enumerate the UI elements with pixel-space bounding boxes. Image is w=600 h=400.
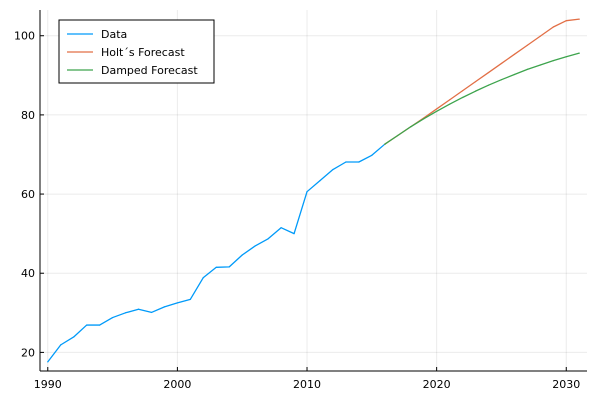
legend-label-data: Data: [101, 28, 127, 41]
data-point: [410, 126, 412, 128]
data-point: [384, 143, 386, 145]
data-point: [449, 103, 451, 105]
series-points-data: [47, 143, 386, 363]
legend-label-holt-s-forecast: Holt´s Forecast: [101, 46, 185, 59]
data-point: [436, 108, 438, 110]
data-point: [474, 90, 477, 92]
y-tick-label: 60: [21, 188, 35, 201]
data-point: [461, 90, 464, 92]
data-point: [565, 56, 567, 58]
data-point: [345, 161, 347, 163]
data-point: [487, 71, 490, 74]
data-point: [293, 233, 295, 235]
x-tick-label: 1990: [34, 378, 62, 391]
legend: Data Holt´s Forecast Damped Forecast: [58, 19, 215, 84]
axes: [39, 10, 587, 372]
data-point: [228, 266, 230, 268]
data-point: [163, 306, 166, 308]
y-tick-label: 100: [14, 30, 35, 43]
data-point: [215, 266, 217, 268]
data-point: [280, 227, 282, 229]
data-point: [526, 44, 528, 46]
series-layer: [47, 18, 580, 363]
series-points-damped-forecast: [384, 52, 580, 145]
data-point: [137, 308, 140, 310]
data-point: [150, 311, 153, 314]
data-point: [552, 60, 554, 62]
data-point: [500, 62, 503, 65]
data-point: [332, 168, 334, 171]
data-point: [436, 110, 438, 112]
x-tick-label: 2020: [423, 378, 451, 391]
data-point: [371, 154, 373, 156]
data-point: [202, 276, 204, 279]
data-point: [111, 316, 114, 319]
legend-label-damped-forecast: Damped Forecast: [101, 64, 198, 77]
x-tick-label: 2000: [163, 378, 191, 391]
data-point: [552, 26, 554, 28]
data-point: [176, 302, 178, 304]
y-tick-label: 80: [21, 109, 35, 122]
data-point: [565, 20, 567, 22]
data-point: [539, 35, 541, 37]
data-point: [241, 254, 243, 256]
y-tick-label: 40: [21, 267, 35, 280]
data-point: [99, 324, 101, 326]
data-point: [578, 52, 580, 54]
x-tick-label: 2010: [293, 378, 321, 391]
data-point: [461, 96, 464, 99]
data-point: [60, 344, 62, 346]
series-line-damped-forecast: [384, 52, 580, 145]
data-point: [319, 180, 321, 182]
data-point: [474, 81, 477, 83]
data-point: [358, 161, 360, 163]
data-point: [86, 324, 88, 326]
data-point: [73, 336, 75, 338]
data-point: [423, 118, 425, 120]
data-point: [449, 99, 451, 101]
data-point: [397, 134, 399, 137]
gridlines: [40, 10, 587, 371]
data-point: [578, 18, 580, 20]
data-point: [539, 64, 541, 66]
data-point: [189, 298, 191, 300]
data-point: [306, 191, 308, 193]
data-point: [500, 79, 503, 81]
data-point: [526, 68, 528, 70]
data-point: [254, 245, 256, 247]
data-point: [513, 53, 516, 55]
data-point: [124, 312, 127, 314]
data-point: [513, 73, 516, 76]
data-point: [267, 238, 269, 240]
x-tick-label: 2030: [552, 378, 580, 391]
data-point: [487, 84, 490, 86]
data-point: [47, 361, 49, 363]
y-tick-label: 20: [21, 346, 35, 359]
